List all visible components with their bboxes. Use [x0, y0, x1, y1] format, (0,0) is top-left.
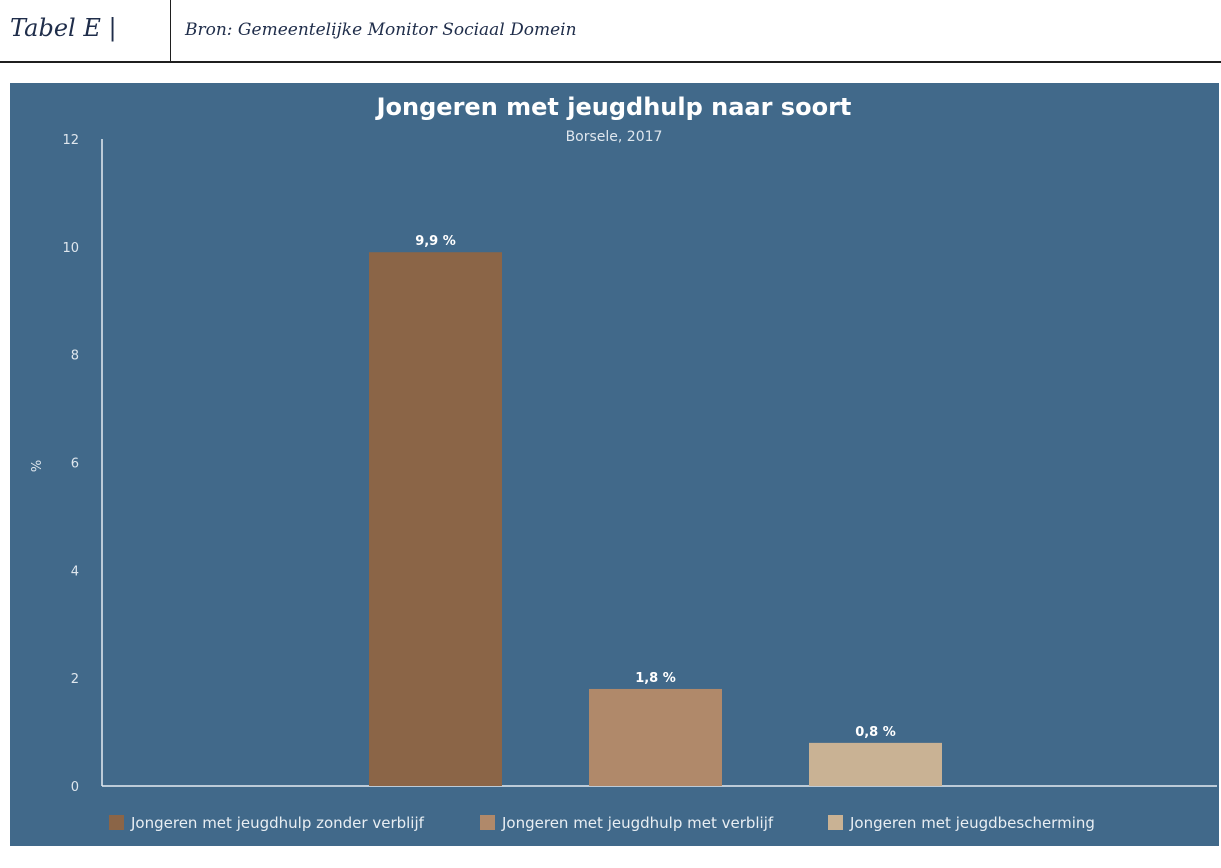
legend-label: Jongeren met jeugdhulp met verblijf [501, 814, 774, 832]
table-source: Bron: Gemeentelijke Monitor Sociaal Dome… [185, 20, 577, 40]
y-tick-label: 8 [71, 349, 79, 364]
y-tick-label: 2 [71, 672, 79, 687]
table-label: Tabel E | [0, 0, 171, 61]
legend-swatch [828, 815, 843, 830]
bar-chart: Jongeren met jeugdhulp naar soort Borsel… [30, 93, 1217, 832]
legend: Jongeren met jeugdhulp zonder verblijf Jo… [109, 814, 1095, 832]
y-tick-label: 6 [71, 457, 79, 472]
legend-swatch [480, 815, 495, 830]
data-label: 0,8 % [855, 725, 896, 740]
bars [369, 252, 942, 787]
y-tick-label: 12 [62, 133, 79, 148]
bar [809, 742, 942, 786]
y-axis-label: % [30, 460, 45, 472]
chart-title: Jongeren met jeugdhulp naar soort [375, 93, 852, 121]
chart-panel: Jongeren met jeugdhulp naar soort Borsel… [10, 83, 1219, 846]
bar [369, 252, 502, 787]
legend-swatch [109, 815, 124, 830]
y-tick-label: 4 [71, 564, 79, 579]
y-tick-label: 0 [71, 780, 79, 795]
data-label: 9,9 % [415, 234, 456, 249]
table-header: Tabel E | Bron: Gemeentelijke Monitor So… [0, 0, 1221, 63]
y-tick-labels: 0 2 4 6 8 10 12 [62, 133, 79, 795]
bar [589, 688, 722, 786]
data-labels: 9,9 % 1,8 % 0,8 % [415, 234, 896, 740]
y-tick-label: 10 [62, 241, 79, 256]
chart-subtitle: Borsele, 2017 [566, 129, 663, 145]
legend-label: Jongeren met jeugdbescherming [849, 814, 1095, 832]
data-label: 1,8 % [635, 671, 676, 686]
legend-label: Jongeren met jeugdhulp zonder verblijf [130, 814, 425, 832]
